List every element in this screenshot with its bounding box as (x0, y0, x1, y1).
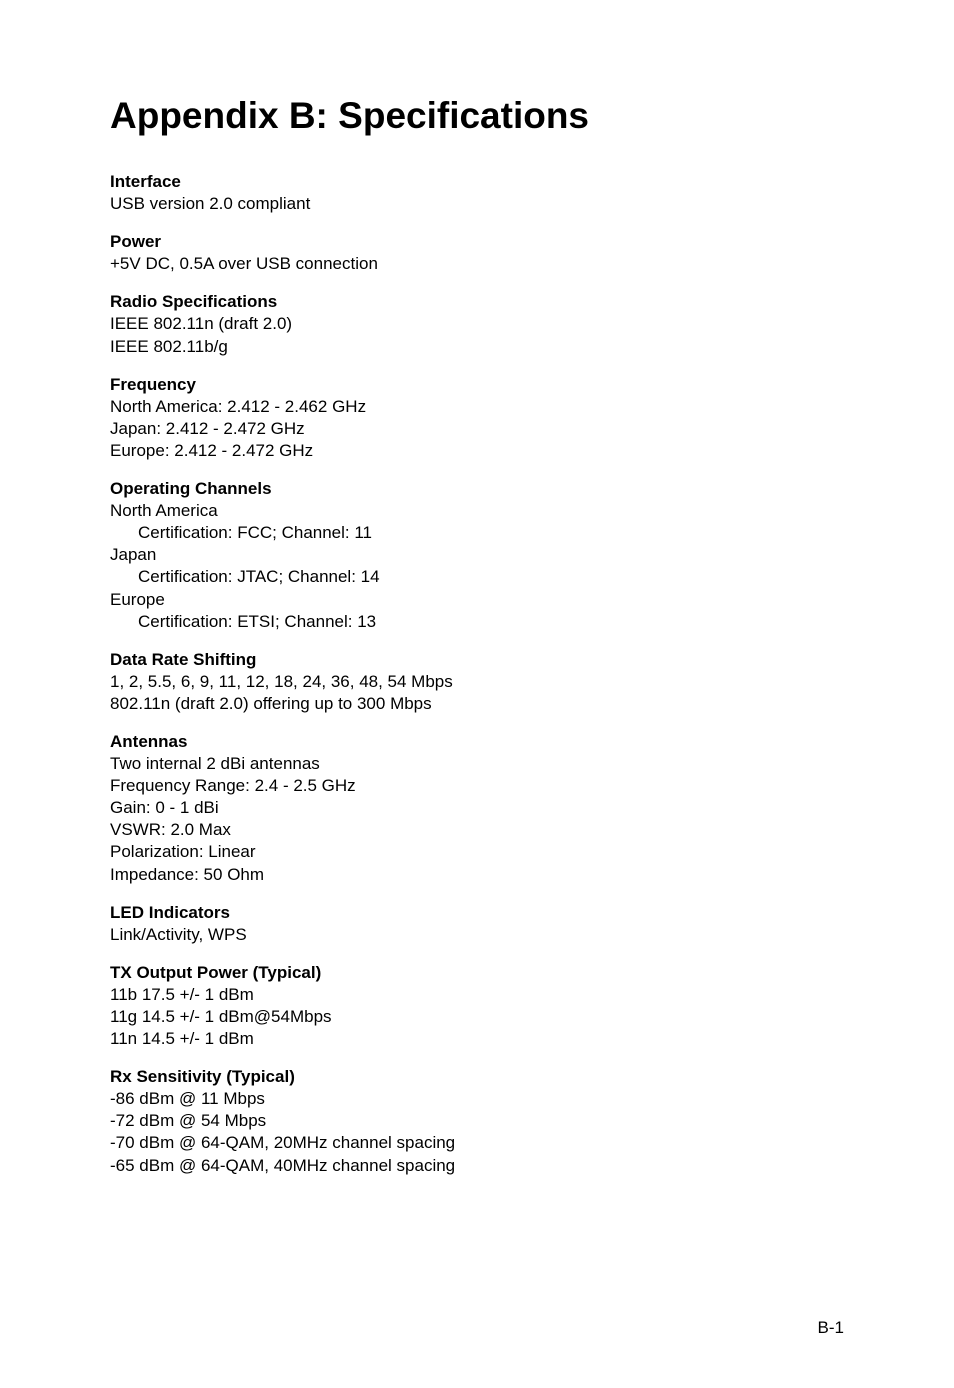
heading-rx: Rx Sensitivity (Typical) (110, 1066, 844, 1088)
text-radio-2: IEEE 802.11b/g (110, 336, 844, 358)
section-power: Power +5V DC, 0.5A over USB connection (110, 231, 844, 275)
text-channels-jp-cert: Certification: JTAC; Channel: 14 (110, 566, 844, 588)
heading-led: LED Indicators (110, 902, 844, 924)
heading-tx: TX Output Power (Typical) (110, 962, 844, 984)
text-channels-na-cert: Certification: FCC; Channel: 11 (110, 522, 844, 544)
text-interface: USB version 2.0 compliant (110, 193, 844, 215)
section-frequency: Frequency North America: 2.412 - 2.462 G… (110, 374, 844, 462)
text-antennas-6: Impedance: 50 Ohm (110, 864, 844, 886)
text-channels-na: North America (110, 500, 844, 522)
text-antennas-3: Gain: 0 - 1 dBi (110, 797, 844, 819)
text-power: +5V DC, 0.5A over USB connection (110, 253, 844, 275)
text-datarate-2: 802.11n (draft 2.0) offering up to 300 M… (110, 693, 844, 715)
heading-datarate: Data Rate Shifting (110, 649, 844, 671)
heading-frequency: Frequency (110, 374, 844, 396)
text-rx-2: -72 dBm @ 54 Mbps (110, 1110, 844, 1132)
text-led: Link/Activity, WPS (110, 924, 844, 946)
section-radio: Radio Specifications IEEE 802.11n (draft… (110, 291, 844, 357)
section-tx: TX Output Power (Typical) 11b 17.5 +/- 1… (110, 962, 844, 1050)
text-tx-1: 11b 17.5 +/- 1 dBm (110, 984, 844, 1006)
section-interface: Interface USB version 2.0 compliant (110, 171, 844, 215)
text-freq-1: North America: 2.412 - 2.462 GHz (110, 396, 844, 418)
heading-channels: Operating Channels (110, 478, 844, 500)
text-rx-1: -86 dBm @ 11 Mbps (110, 1088, 844, 1110)
section-antennas: Antennas Two internal 2 dBi antennas Fre… (110, 731, 844, 886)
heading-power: Power (110, 231, 844, 253)
heading-antennas: Antennas (110, 731, 844, 753)
text-tx-2: 11g 14.5 +/- 1 dBm@54Mbps (110, 1006, 844, 1028)
text-antennas-4: VSWR: 2.0 Max (110, 819, 844, 841)
text-freq-3: Europe: 2.412 - 2.472 GHz (110, 440, 844, 462)
page-title: Appendix B: Specifications (110, 95, 844, 137)
text-antennas-5: Polarization: Linear (110, 841, 844, 863)
text-antennas-2: Frequency Range: 2.4 - 2.5 GHz (110, 775, 844, 797)
text-tx-3: 11n 14.5 +/- 1 dBm (110, 1028, 844, 1050)
section-channels: Operating Channels North America Certifi… (110, 478, 844, 633)
text-channels-jp: Japan (110, 544, 844, 566)
heading-radio: Radio Specifications (110, 291, 844, 313)
page-number: B-1 (818, 1318, 844, 1338)
section-led: LED Indicators Link/Activity, WPS (110, 902, 844, 946)
text-radio-1: IEEE 802.11n (draft 2.0) (110, 313, 844, 335)
text-datarate-1: 1, 2, 5.5, 6, 9, 11, 12, 18, 24, 36, 48,… (110, 671, 844, 693)
section-datarate: Data Rate Shifting 1, 2, 5.5, 6, 9, 11, … (110, 649, 844, 715)
heading-interface: Interface (110, 171, 844, 193)
text-rx-3: -70 dBm @ 64-QAM, 20MHz channel spacing (110, 1132, 844, 1154)
text-channels-eu: Europe (110, 589, 844, 611)
section-rx: Rx Sensitivity (Typical) -86 dBm @ 11 Mb… (110, 1066, 844, 1176)
text-antennas-1: Two internal 2 dBi antennas (110, 753, 844, 775)
text-rx-4: -65 dBm @ 64-QAM, 40MHz channel spacing (110, 1155, 844, 1177)
text-channels-eu-cert: Certification: ETSI; Channel: 13 (110, 611, 844, 633)
text-freq-2: Japan: 2.412 - 2.472 GHz (110, 418, 844, 440)
